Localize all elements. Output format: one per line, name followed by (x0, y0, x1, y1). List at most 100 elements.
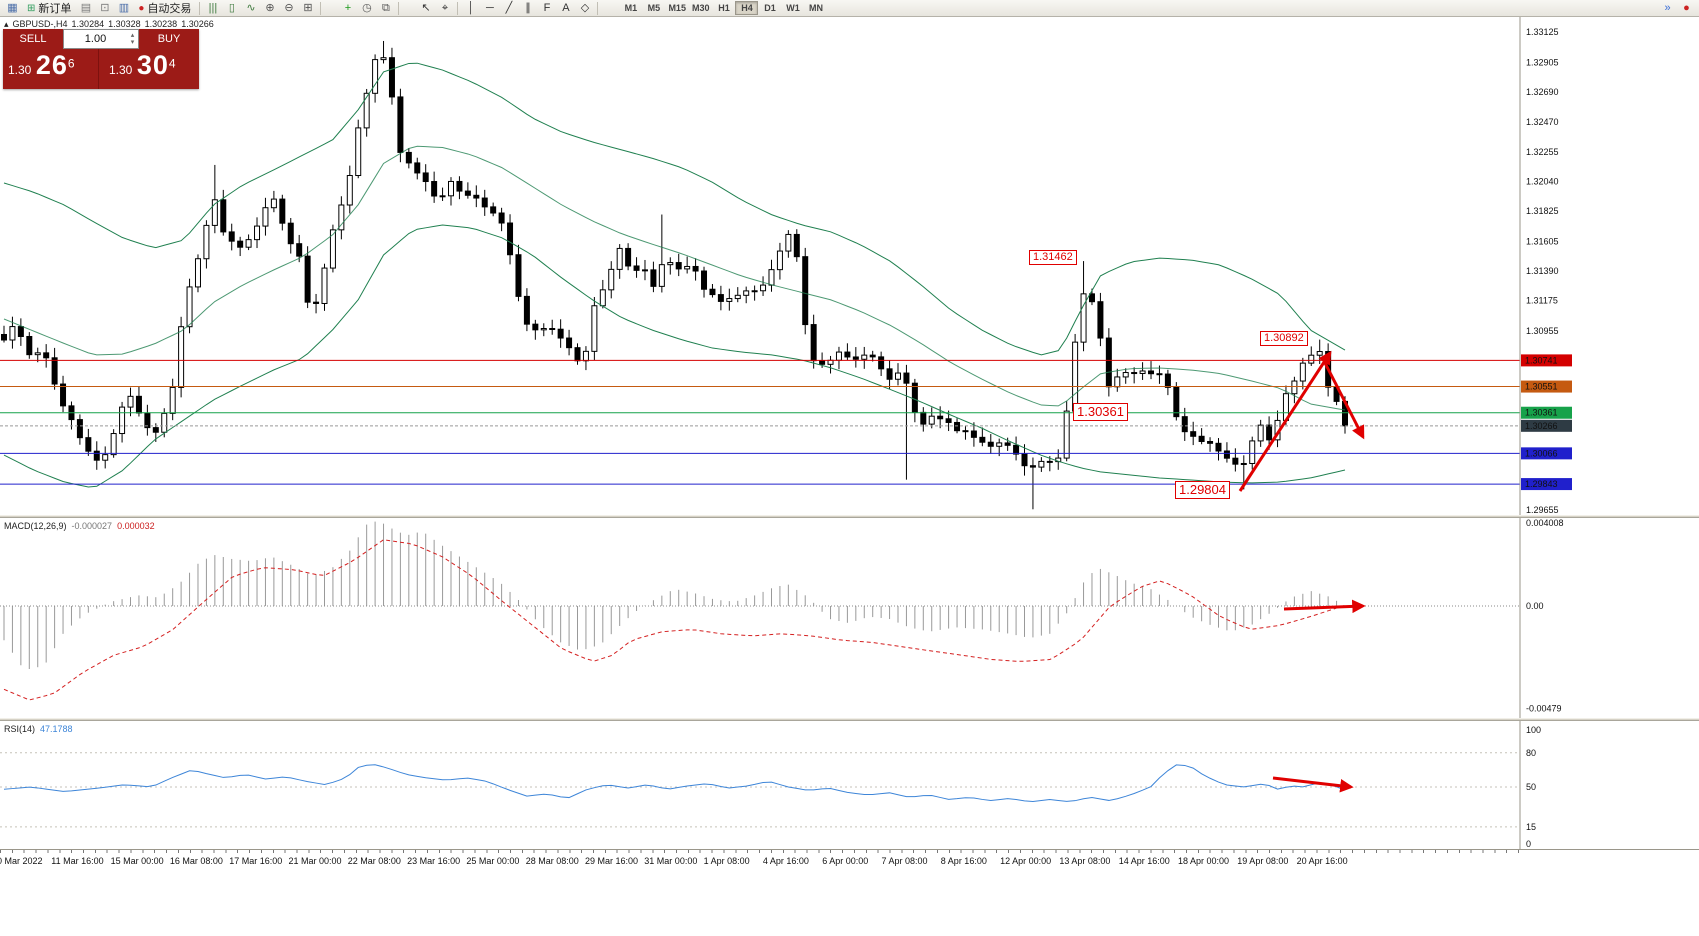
svg-text:0: 0 (1526, 839, 1531, 849)
open-value: 1.30284 (71, 19, 105, 29)
text-icon[interactable]: A (562, 1, 570, 14)
toolbar-separator (320, 1, 322, 15)
main-chart-canvas[interactable]: 1.33125 1.32905 1.32690 1.32470 1.32255 1.320… (0, 17, 1699, 515)
fibonacci-icon[interactable]: F (543, 1, 551, 14)
toolbar-separator (597, 1, 599, 15)
svg-text:100: 100 (1526, 725, 1541, 735)
main-chart-panel: 1.33125 1.32905 1.32690 1.32470 1.32255 1.320… (0, 17, 1699, 515)
svg-text:1.32905: 1.32905 (1526, 57, 1559, 67)
svg-text:1.29843: 1.29843 (1525, 479, 1558, 489)
volume-increase-button[interactable]: ▴ (130, 32, 135, 39)
toolbar-group-timeframes: M1 M5 M15 M30 H1 H4 D1 W1 MN (619, 1, 827, 15)
svg-text:1.33125: 1.33125 (1526, 27, 1559, 37)
market-watch-icon[interactable]: ▥ (118, 1, 130, 14)
rsi-canvas[interactable]: 100 80 50 15 0 (0, 721, 1699, 849)
time-axis-label: 29 Mar 16:00 (585, 856, 639, 866)
sell-price[interactable]: 1.30 266 (8, 50, 75, 80)
price-annotation[interactable]: 1.30892 (1260, 331, 1308, 346)
toolbar-group-file: ▦ (3, 1, 22, 16)
svg-text:1.31390: 1.31390 (1526, 266, 1559, 276)
vline-icon[interactable]: │ (467, 1, 475, 14)
toolbar-separator (199, 1, 201, 15)
timeframe-button-m1[interactable]: M1 (619, 1, 642, 15)
time-scale[interactable]: 10 Mar 2022 11 Mar 16:00 15 Mar 00:00 16 Ma… (0, 849, 1699, 867)
new-order-button[interactable]: ⊞ 新订单 (22, 1, 76, 16)
price-annotation[interactable]: 1.30361 (1073, 403, 1128, 421)
buy-button[interactable]: BUY (139, 29, 199, 49)
timeframe-button-w1[interactable]: W1 (781, 1, 804, 15)
print-icon[interactable]: ▤ (80, 1, 92, 14)
toolbar-group-chart-type: ||| ▯ ∿ ⊕ ⊖ ⊞ (203, 1, 317, 16)
toolbar: ▦ ⊞ 新订单 ▤ ⊡ ▥ ● 自动交易 ||| ▯ ∿ ⊕ ⊖ ⊞ + ◷ ⧉ ↖ ⌖ │ ─ ╱ ∥ F… (0, 0, 1699, 17)
volume-stepper[interactable]: 1.00 ▴ ▾ (63, 29, 139, 49)
time-axis-label: 17 Mar 16:00 (229, 856, 283, 866)
tile-windows-icon[interactable]: ⊞ (303, 1, 313, 14)
svg-text:1.30741: 1.30741 (1525, 355, 1558, 365)
svg-text:1.31605: 1.31605 (1526, 236, 1559, 246)
svg-text:1.32470: 1.32470 (1526, 117, 1559, 127)
toolbar-overflow-icon[interactable]: » (1664, 1, 1671, 14)
candlestick-icon[interactable]: ▯ (228, 1, 235, 14)
panel-splitter[interactable] (0, 718, 1699, 721)
time-axis-label: 31 Mar 00:00 (644, 856, 698, 866)
time-axis-label: 19 Apr 08:00 (1237, 856, 1289, 866)
toolbar-group-drawing: │ ─ ╱ ∥ F A ◇ (461, 1, 594, 16)
templates-icon[interactable]: ⧉ (382, 1, 390, 14)
svg-text:1.30955: 1.30955 (1526, 326, 1559, 336)
sell-button[interactable]: SELL (3, 29, 63, 49)
macd-canvas[interactable]: 0.004008 0.00 -0.00479 (0, 518, 1699, 718)
alert-icon[interactable]: ● (1683, 1, 1690, 14)
time-axis-label: 4 Apr 16:00 (762, 856, 809, 866)
svg-text:0.00: 0.00 (1526, 601, 1544, 611)
bar-chart-icon[interactable]: ||| (208, 1, 218, 14)
hline-icon[interactable]: ─ (486, 1, 494, 14)
line-chart-icon[interactable]: ∿ (246, 1, 256, 14)
chart-window: 1.33125 1.32905 1.32690 1.32470 1.32255 1.320… (0, 17, 1699, 867)
svg-text:1.30361: 1.30361 (1525, 408, 1558, 418)
svg-text:1.32040: 1.32040 (1526, 176, 1559, 186)
toolbar-separator (457, 1, 459, 15)
svg-text:1.31825: 1.31825 (1526, 206, 1559, 216)
cursor-icon[interactable]: ↖ (421, 1, 431, 14)
toolbar-group-windows: ▤ ⊡ ▥ (76, 1, 133, 16)
timeframe-button-m15[interactable]: M15 (665, 1, 689, 15)
timeframe-button-m30[interactable]: M30 (689, 1, 713, 15)
time-axis-label: 15 Mar 00:00 (110, 856, 164, 866)
chart-preview-icon[interactable]: ⊡ (100, 1, 110, 14)
time-axis-label: 14 Apr 16:00 (1118, 856, 1170, 866)
timeframe-button-h1[interactable]: H1 (712, 1, 735, 15)
timeframe-button-mn[interactable]: MN (804, 1, 827, 15)
shapes-icon[interactable]: ◇ (580, 1, 590, 14)
timeframe-button-h4[interactable]: H4 (735, 1, 759, 15)
indicators-icon[interactable]: + (344, 1, 352, 14)
timeframe-button-m5[interactable]: M5 (642, 1, 665, 15)
time-axis-label: 10 Mar 2022 (0, 856, 43, 866)
periods-icon[interactable]: ◷ (362, 1, 372, 14)
low-value: 1.30238 (144, 19, 178, 29)
price-annotation[interactable]: 1.29804 (1175, 481, 1230, 499)
oneclick-collapse-icon[interactable]: ▴ (4, 19, 9, 29)
crosshair-icon[interactable]: ⌖ (441, 1, 449, 14)
buy-price[interactable]: 1.30 304 (98, 49, 199, 89)
high-value: 1.30328 (108, 19, 141, 29)
volume-decrease-button[interactable]: ▾ (130, 39, 135, 46)
time-axis-label: 8 Apr 16:00 (940, 856, 987, 866)
new-chart-icon[interactable]: ▦ (7, 1, 18, 14)
svg-text:1.32690: 1.32690 (1526, 87, 1559, 97)
channel-icon[interactable]: ∥ (525, 1, 531, 14)
autotrade-label: 自动交易 (147, 3, 192, 15)
price-annotation[interactable]: 1.31462 (1029, 250, 1077, 265)
toolbar-right-icons: » ● (1658, 1, 1696, 16)
svg-text:1.31175: 1.31175 (1526, 296, 1558, 306)
timeframe-button-d1[interactable]: D1 (758, 1, 781, 15)
zoom-out-icon[interactable]: ⊖ (284, 1, 294, 14)
toolbar-group-cursor: ↖ ⌖ (416, 1, 454, 16)
symbol-period-label: GBPUSD-,H4 (12, 19, 68, 29)
time-axis-label: 23 Mar 16:00 (407, 856, 461, 866)
time-axis-label: 22 Mar 08:00 (347, 856, 401, 866)
panel-splitter[interactable] (0, 515, 1699, 518)
time-axis-label: 21 Mar 00:00 (288, 856, 342, 866)
zoom-in-icon[interactable]: ⊕ (265, 1, 275, 14)
autotrade-button[interactable]: ● 自动交易 (133, 1, 196, 16)
trendline-icon[interactable]: ╱ (505, 1, 513, 14)
